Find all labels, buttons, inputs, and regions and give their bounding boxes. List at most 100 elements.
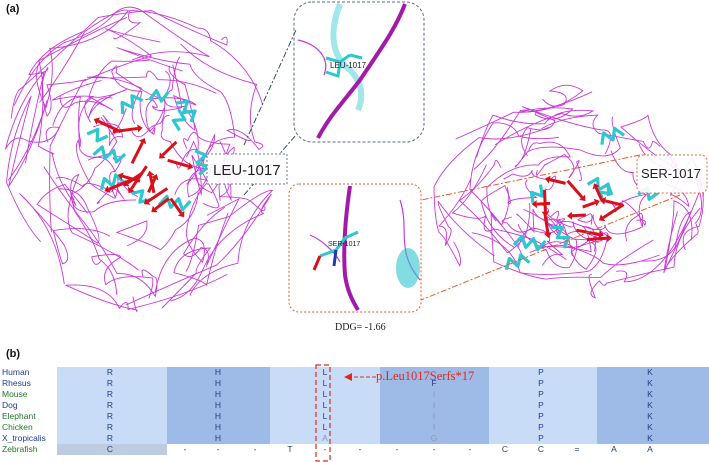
residue: H xyxy=(214,433,222,443)
beta-strand-arrow xyxy=(592,183,600,190)
beta-strand xyxy=(543,213,550,234)
residue: L xyxy=(322,400,328,410)
coil-loop xyxy=(183,131,232,202)
coil-loop xyxy=(180,43,264,150)
coil-loop xyxy=(91,253,154,299)
coil-loop xyxy=(154,178,210,293)
coil-loop xyxy=(186,134,235,201)
residue: C xyxy=(106,444,114,454)
beta-strand-arrow xyxy=(606,234,612,243)
helix xyxy=(504,253,531,271)
coil-loop xyxy=(588,207,701,299)
residue: H xyxy=(214,411,222,421)
mutant-sheets xyxy=(531,175,625,243)
residue: P xyxy=(538,400,544,410)
coil-loop xyxy=(115,191,199,251)
coil-loop xyxy=(51,79,128,119)
conserved-column-band xyxy=(167,367,270,444)
residue: K xyxy=(647,367,653,377)
mutant-zoom-box xyxy=(288,183,422,313)
coil-loop xyxy=(19,193,111,285)
wildtype-zoom-residue-label: LEU-1017 xyxy=(330,61,367,70)
zebrafish-gap-bar xyxy=(57,444,167,455)
coil-loop xyxy=(480,179,538,249)
mutant-label-box xyxy=(636,154,708,194)
beta-strand xyxy=(536,201,551,206)
beta-strand xyxy=(130,141,144,165)
coil-loop xyxy=(145,64,183,133)
residue: L xyxy=(322,389,328,399)
beta-strand-arrow xyxy=(187,162,194,170)
beta-strand xyxy=(167,158,189,168)
beta-strand xyxy=(586,236,608,242)
wildtype-label: LEU-1017 xyxy=(213,162,281,179)
residue: L xyxy=(322,367,328,377)
coil-loop xyxy=(557,219,604,270)
beta-strand-arrow xyxy=(543,232,552,239)
mutant-structure xyxy=(433,84,704,299)
coil-loop xyxy=(476,109,595,158)
helix xyxy=(120,94,144,115)
wt-connector-top xyxy=(243,29,297,146)
beta-strand-arrow xyxy=(104,185,111,193)
coil-loop xyxy=(87,70,217,124)
coil-loop xyxy=(116,47,236,169)
coil-loop xyxy=(160,115,215,198)
residue: I xyxy=(432,400,436,410)
residue: R xyxy=(106,422,114,432)
coil-loop xyxy=(503,170,557,191)
residue: = xyxy=(574,444,580,454)
beta-strand xyxy=(129,165,148,190)
residue: - xyxy=(323,444,327,454)
conserved-column-band xyxy=(380,367,489,444)
beta-strand-arrow xyxy=(137,124,143,133)
beta-strand-arrow xyxy=(593,198,600,207)
residue: A xyxy=(322,433,328,443)
beta-strand-arrow xyxy=(177,210,185,218)
residue: P xyxy=(538,433,544,443)
wildtype-sheets xyxy=(93,117,194,218)
coil-loop xyxy=(112,9,264,106)
coil-loop xyxy=(433,126,550,267)
helix xyxy=(600,126,626,145)
residue: R xyxy=(106,367,114,377)
species-name: Elephant xyxy=(2,411,36,421)
coil-loop xyxy=(490,212,654,280)
beta-strand xyxy=(154,197,170,211)
residue: A xyxy=(647,444,653,454)
residue: - xyxy=(432,444,436,454)
helix xyxy=(194,149,210,176)
residue: R xyxy=(106,389,114,399)
residue: - xyxy=(253,444,257,454)
beta-strand-arrow xyxy=(531,200,537,209)
beta-strand-arrow xyxy=(598,230,604,239)
residue: H xyxy=(214,422,222,432)
coil-loop xyxy=(43,166,158,298)
conserved-column-band xyxy=(597,367,709,444)
residue: P xyxy=(538,411,544,421)
coil-loop xyxy=(185,190,274,296)
residue: A xyxy=(611,444,617,454)
helix xyxy=(171,108,187,132)
coil-loop xyxy=(610,150,647,242)
beta-strand-arrow xyxy=(146,170,155,177)
residue: - xyxy=(358,444,362,454)
beta-strand-arrow xyxy=(579,194,586,201)
beta-strand xyxy=(604,199,623,207)
beta-strand-arrow xyxy=(544,175,551,184)
residue: P xyxy=(538,389,544,399)
coil-loop xyxy=(437,177,495,257)
alignment-row: Zebrafish xyxy=(0,444,709,455)
residue: I xyxy=(432,389,436,399)
beta-strand-arrow xyxy=(567,211,573,220)
residue: P xyxy=(538,367,544,377)
beta-strand-arrow xyxy=(598,214,606,222)
mutant-zoom-content: SER-1017 xyxy=(309,185,421,312)
beta-strand-arrow xyxy=(159,152,166,159)
beta-strand xyxy=(147,187,169,203)
coil-loop xyxy=(640,200,693,271)
ddg-value: DDG= -1.66 xyxy=(335,322,386,333)
coil-loop xyxy=(535,153,582,181)
species-name: Rhesus xyxy=(2,378,31,388)
coil-loop xyxy=(161,212,229,309)
